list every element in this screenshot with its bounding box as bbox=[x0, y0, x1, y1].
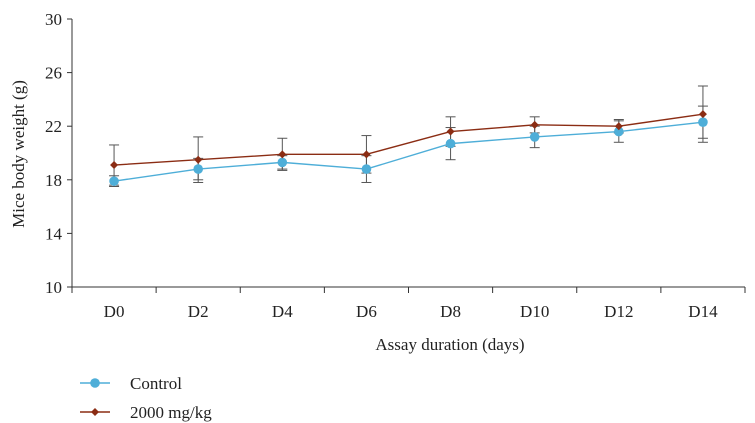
x-tick-label: D6 bbox=[356, 302, 377, 321]
data-point bbox=[446, 127, 455, 136]
data-point bbox=[193, 164, 203, 174]
data-point bbox=[362, 150, 371, 159]
legend: Control 2000 mg/kg bbox=[80, 374, 212, 422]
y-tick-label: 26 bbox=[45, 64, 62, 83]
data-point bbox=[278, 150, 287, 159]
series-lines bbox=[113, 113, 704, 182]
data-point bbox=[110, 161, 119, 170]
data-point bbox=[361, 164, 372, 174]
legend-label: 2000 mg/kg bbox=[130, 403, 212, 422]
data-point bbox=[530, 120, 539, 129]
data-point bbox=[614, 122, 623, 131]
data-point bbox=[529, 132, 540, 142]
y-axis-title: Mice body weight (g) bbox=[9, 80, 28, 228]
x-axis-title: Assay duration (days) bbox=[375, 335, 524, 354]
x-tick-label: D12 bbox=[604, 302, 633, 321]
data-point bbox=[109, 176, 119, 186]
y-tick-label: 18 bbox=[45, 171, 62, 190]
data-point bbox=[614, 126, 624, 137]
data-point bbox=[445, 138, 456, 149]
data-point bbox=[698, 117, 708, 127]
y-tick-label: 14 bbox=[45, 224, 63, 243]
y-tick-label: 22 bbox=[45, 117, 62, 136]
y-tick-label: 10 bbox=[45, 278, 62, 297]
legend-label: Control bbox=[130, 374, 182, 393]
series-line-0 bbox=[113, 121, 704, 182]
data-point bbox=[698, 110, 707, 119]
chart-axes: 10 14 18 22 26 30 D0 D2 D4 D6 D8 D10 D12 D14 bbox=[45, 10, 746, 321]
x-tick-label: D10 bbox=[520, 302, 549, 321]
series-line-1 bbox=[114, 113, 704, 166]
series-markers bbox=[109, 110, 708, 186]
legend-swatch-marker bbox=[91, 408, 99, 416]
data-point bbox=[194, 155, 203, 164]
data-point bbox=[277, 157, 288, 168]
legend-swatch-marker bbox=[90, 378, 100, 388]
x-tick-label: D0 bbox=[104, 302, 125, 321]
x-tick-label: D2 bbox=[188, 302, 209, 321]
x-tick-label: D4 bbox=[272, 302, 293, 321]
x-tick-label: D8 bbox=[440, 302, 461, 321]
y-tick-label: 30 bbox=[45, 10, 62, 29]
x-tick-label: D14 bbox=[688, 302, 718, 321]
